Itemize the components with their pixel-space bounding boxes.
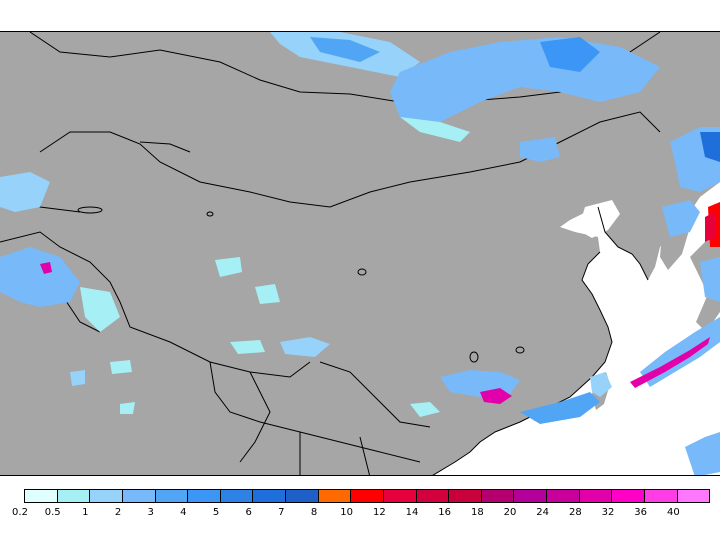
legend-label: 24 xyxy=(536,507,550,518)
legend-label: 12 xyxy=(372,507,386,518)
precipitation-map xyxy=(0,31,720,476)
legend-label: 0.2 xyxy=(12,507,28,518)
color-scale-labels: 0.2 0.5 1 2 3 4 5 6 7 8 10 12 14 16 18 20 24 28 32 36 40 xyxy=(0,507,720,525)
legend-swatch xyxy=(579,490,613,502)
legend-swatch xyxy=(514,490,547,502)
legend-swatch xyxy=(188,490,221,502)
legend-label: 5 xyxy=(212,507,220,518)
precipitation-overlay xyxy=(0,32,720,475)
legend-label: 18 xyxy=(470,507,484,518)
legend-swatch xyxy=(612,490,645,502)
hainan-island xyxy=(466,424,486,446)
legend-label: 40 xyxy=(666,507,680,518)
legend-label: 36 xyxy=(634,507,648,518)
lakes xyxy=(77,206,525,363)
legend-swatch xyxy=(220,490,254,502)
legend-label: 4 xyxy=(180,507,187,518)
legend-label: 0.5 xyxy=(44,507,61,518)
legend-swatch xyxy=(318,490,352,502)
bohai-sea xyxy=(578,200,620,238)
legend-label: 14 xyxy=(405,507,419,518)
legend-label: 28 xyxy=(568,507,582,518)
legend-swatch xyxy=(25,490,58,502)
legend-label: 16 xyxy=(438,507,452,518)
legend-swatch xyxy=(383,490,417,502)
legend-swatch xyxy=(644,490,678,502)
legend-swatch xyxy=(351,490,384,502)
legend-label: 7 xyxy=(278,507,285,518)
legend-label: 6 xyxy=(245,507,252,518)
legend-label: 20 xyxy=(503,507,517,518)
legend-swatch xyxy=(122,490,156,502)
legend-label: 8 xyxy=(310,507,318,518)
legend-swatch xyxy=(57,490,91,502)
legend-swatch xyxy=(155,490,189,502)
map-canvas xyxy=(0,32,720,475)
legend-label: 32 xyxy=(601,507,615,518)
legend-swatch xyxy=(449,490,482,502)
legend-swatch xyxy=(481,490,515,502)
color-scale-legend xyxy=(24,489,710,503)
legend-swatch xyxy=(286,490,319,502)
legend-swatch xyxy=(90,490,123,502)
legend-swatch xyxy=(416,490,450,502)
legend-label: 3 xyxy=(147,507,154,518)
legend-label: 10 xyxy=(340,507,354,518)
legend-swatch xyxy=(253,490,286,502)
legend-swatch xyxy=(547,490,580,502)
legend-label: 1 xyxy=(82,507,89,518)
legend-label: 2 xyxy=(114,507,122,518)
legend-swatch xyxy=(677,490,710,502)
